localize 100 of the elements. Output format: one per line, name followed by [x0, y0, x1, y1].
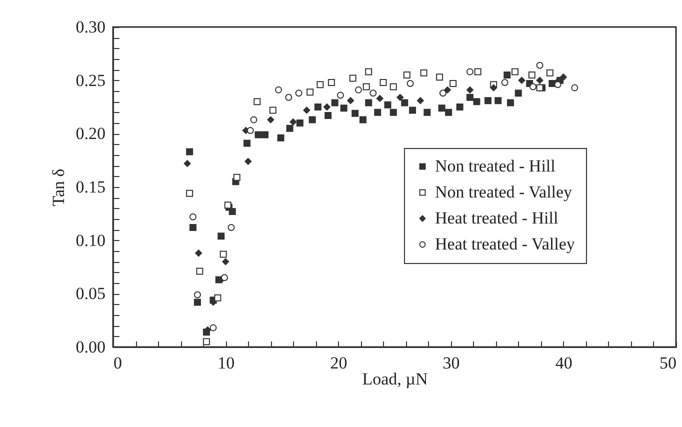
- point: [352, 110, 359, 117]
- point: [504, 72, 511, 78]
- point: [359, 116, 366, 124]
- point: [554, 81, 562, 88]
- point: [390, 108, 397, 116]
- point: [233, 174, 240, 181]
- point: [424, 108, 431, 116]
- x-tick-label: 30: [442, 354, 460, 372]
- point: [324, 112, 332, 120]
- point: [450, 80, 457, 88]
- point: [269, 106, 276, 114]
- point: [456, 104, 464, 110]
- point: [349, 74, 356, 82]
- point: [528, 72, 536, 78]
- point: [536, 76, 544, 84]
- point: [306, 88, 314, 96]
- point: [340, 104, 348, 112]
- point: [254, 131, 262, 138]
- point: [374, 108, 382, 116]
- y-axis-title: Tan δ: [48, 168, 68, 206]
- point: [474, 68, 482, 76]
- point: [403, 72, 410, 78]
- point: [222, 258, 230, 266]
- point: [376, 94, 384, 102]
- point: [365, 99, 372, 106]
- point: [328, 78, 335, 86]
- point: [511, 68, 518, 76]
- point: [303, 106, 310, 114]
- point: [401, 99, 408, 106]
- point: [314, 104, 322, 110]
- point: [530, 83, 536, 90]
- point: [514, 90, 522, 97]
- point: [243, 140, 250, 147]
- legend-label: Non treated - Hill: [435, 156, 556, 176]
- point: [308, 116, 316, 124]
- y-tick-label: 0.25: [76, 70, 106, 90]
- point: [189, 224, 196, 232]
- y-tick-label: 0.10: [76, 230, 106, 250]
- point: [246, 126, 254, 134]
- point: [196, 268, 204, 275]
- point: [220, 250, 227, 258]
- point: [484, 97, 492, 104]
- point: [228, 224, 235, 232]
- point: [296, 120, 304, 126]
- x-tick-label: 0: [114, 354, 122, 372]
- point: [290, 118, 297, 126]
- point: [416, 97, 424, 104]
- point: [409, 106, 416, 114]
- point: [194, 298, 201, 306]
- point: [316, 81, 324, 88]
- point: [571, 84, 578, 92]
- point: [466, 86, 474, 94]
- point: [506, 99, 514, 106]
- point: [347, 97, 354, 104]
- point: [445, 108, 452, 116]
- point: [250, 116, 258, 124]
- x-tick-label: 40: [555, 354, 572, 372]
- point: [370, 90, 377, 97]
- point: [354, 86, 362, 94]
- point: [285, 94, 292, 101]
- point: [436, 74, 444, 81]
- point: [536, 84, 544, 92]
- point: [244, 158, 252, 165]
- y-tick-label: 0.30: [76, 18, 106, 36]
- point: [384, 101, 392, 108]
- point: [396, 94, 404, 101]
- x-axis-title: Load, µN: [362, 370, 428, 388]
- point: [546, 69, 554, 76]
- point: [420, 69, 428, 76]
- point: [186, 190, 194, 197]
- point: [473, 98, 480, 106]
- point: [560, 74, 567, 81]
- x-tick-label: 50: [660, 354, 676, 372]
- point: [286, 124, 294, 132]
- point: [406, 80, 414, 88]
- point: [466, 94, 474, 101]
- point: [295, 90, 302, 97]
- point: [275, 86, 282, 94]
- point: [438, 104, 446, 112]
- point: [218, 232, 225, 240]
- point: [439, 90, 446, 97]
- y-tick-label: 0.05: [76, 284, 106, 304]
- point: [189, 213, 196, 220]
- point: [267, 116, 274, 124]
- point: [194, 291, 201, 298]
- point: [277, 134, 284, 142]
- point: [195, 250, 202, 257]
- point: [380, 78, 387, 86]
- point: [228, 208, 236, 216]
- point: [254, 98, 261, 106]
- point: [210, 324, 217, 332]
- point: [331, 99, 338, 106]
- point: [466, 68, 474, 76]
- point: [490, 84, 498, 92]
- point: [202, 338, 210, 346]
- point: [518, 76, 526, 84]
- y-tick-label: 0.20: [76, 124, 106, 144]
- legend-label: Heat treated - Valley: [435, 234, 576, 254]
- y-tick-label: 0.15: [76, 178, 106, 196]
- point: [336, 92, 344, 99]
